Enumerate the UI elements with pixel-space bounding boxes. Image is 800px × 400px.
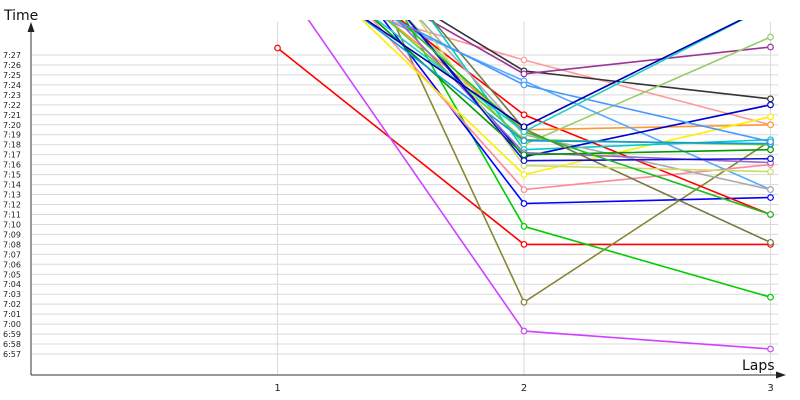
y-tick-label: 7:19: [3, 131, 21, 140]
data-point: [767, 293, 774, 301]
y-tick-label: 7:12: [3, 201, 21, 210]
data-point: [520, 123, 528, 131]
y-tick-label: 7:26: [3, 61, 21, 70]
y-tick-label: 7:06: [3, 260, 21, 269]
y-tick-label: 7:04: [3, 280, 21, 289]
y-tick-label: 7:18: [3, 141, 21, 150]
data-point: [767, 138, 774, 146]
y-tick-label: 7:21: [3, 111, 21, 120]
y-tick-label: 6:57: [3, 350, 21, 359]
data-point: [520, 70, 528, 78]
data-point: [520, 223, 528, 230]
y-tick-label: 7:25: [3, 71, 21, 80]
data-point: [767, 211, 774, 218]
x-tick-label: 1: [274, 383, 280, 394]
series-markers: [274, 2, 774, 353]
y-tick-label: 7:17: [3, 151, 21, 160]
data-point: [767, 121, 774, 129]
data-point: [767, 155, 774, 163]
y-tick-label: 7:09: [3, 230, 21, 239]
axes: Time Laps: [3, 8, 786, 379]
series-line: [427, 20, 771, 75]
data-point: [520, 171, 528, 179]
x-tick-label: 3: [767, 383, 773, 394]
data-point: [767, 43, 774, 51]
y-tick-label: 7:22: [3, 101, 21, 110]
tick-labels: 6:576:586:597:007:017:027:037:047:057:06…: [3, 51, 774, 394]
data-point: [767, 345, 774, 353]
data-point: [274, 44, 281, 52]
data-point: [520, 111, 528, 119]
data-point: [520, 56, 528, 64]
data-point: [767, 168, 774, 176]
y-tick-label: 7:10: [3, 220, 21, 229]
y-tick-label: 7:07: [3, 250, 21, 259]
data-point: [520, 81, 528, 89]
data-point: [767, 194, 774, 201]
y-tick-label: 7:27: [3, 51, 21, 60]
y-tick-label: 7:08: [3, 240, 21, 249]
data-point: [767, 238, 774, 246]
data-point: [768, 2, 774, 8]
data-point: [520, 157, 528, 165]
data-point: [767, 33, 774, 41]
y-tick-label: 7:14: [3, 181, 21, 190]
y-axis-title: Time: [3, 8, 38, 24]
data-point: [520, 137, 528, 145]
y-tick-label: 7:23: [3, 91, 21, 100]
y-tick-label: 7:20: [3, 121, 21, 130]
y-tick-label: 7:16: [3, 161, 21, 170]
y-tick-label: 7:13: [3, 191, 21, 200]
data-point: [520, 298, 528, 306]
gridlines: [32, 22, 778, 375]
data-point: [520, 200, 528, 207]
y-tick-label: 7:01: [3, 310, 21, 319]
data-point: [767, 95, 774, 103]
y-tick-label: 7:05: [3, 270, 21, 279]
y-tick-label: 7:11: [3, 210, 21, 219]
y-tick-label: 7:02: [3, 300, 21, 309]
series-line: [438, 20, 771, 100]
y-tick-label: 7:24: [3, 81, 21, 90]
y-tick-label: 6:58: [3, 340, 21, 349]
y-tick-label: 6:59: [3, 330, 21, 339]
y-axis-arrow-icon: [27, 22, 35, 32]
data-point: [520, 327, 528, 335]
data-point: [520, 240, 528, 248]
data-point: [767, 113, 774, 121]
data-point: [767, 186, 774, 193]
data-point: [520, 186, 528, 193]
y-tick-label: 7:15: [3, 171, 21, 180]
x-axis-title: Laps: [742, 358, 775, 374]
y-tick-label: 7:03: [3, 290, 21, 299]
y-tick-label: 7:00: [3, 320, 21, 329]
data-point: [520, 151, 528, 159]
x-tick-label: 2: [521, 383, 527, 394]
data-point: [768, 2, 774, 8]
data-point: [767, 146, 774, 154]
x-axis-arrow-icon: [776, 371, 786, 379]
data-point: [767, 101, 774, 109]
